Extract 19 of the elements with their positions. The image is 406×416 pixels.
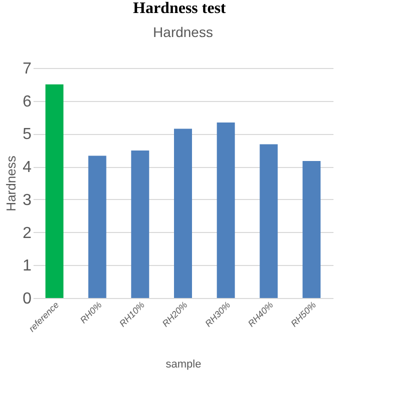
bar [88, 156, 106, 298]
chart-title: Hardness [153, 24, 213, 40]
text: Hardness test [133, 0, 227, 17]
y-tick-label: 4 [22, 159, 32, 176]
bar [131, 150, 150, 298]
bar [302, 160, 321, 298]
y-tick-label: 7 [22, 60, 32, 78]
bar [260, 144, 278, 298]
y-tick-label: 1 [22, 258, 32, 275]
bar [216, 122, 235, 298]
y-tick-label: 0 [22, 290, 32, 308]
y-axis-title: Hardness [4, 155, 19, 212]
bar [45, 84, 64, 298]
bar [174, 128, 192, 298]
y-tick-label: 3 [22, 192, 32, 209]
x-axis-title: sample [166, 358, 202, 371]
y-tick-label: 5 [22, 126, 32, 144]
y-tick-label: 6 [22, 93, 32, 110]
y-tick-label: 2 [22, 224, 32, 242]
